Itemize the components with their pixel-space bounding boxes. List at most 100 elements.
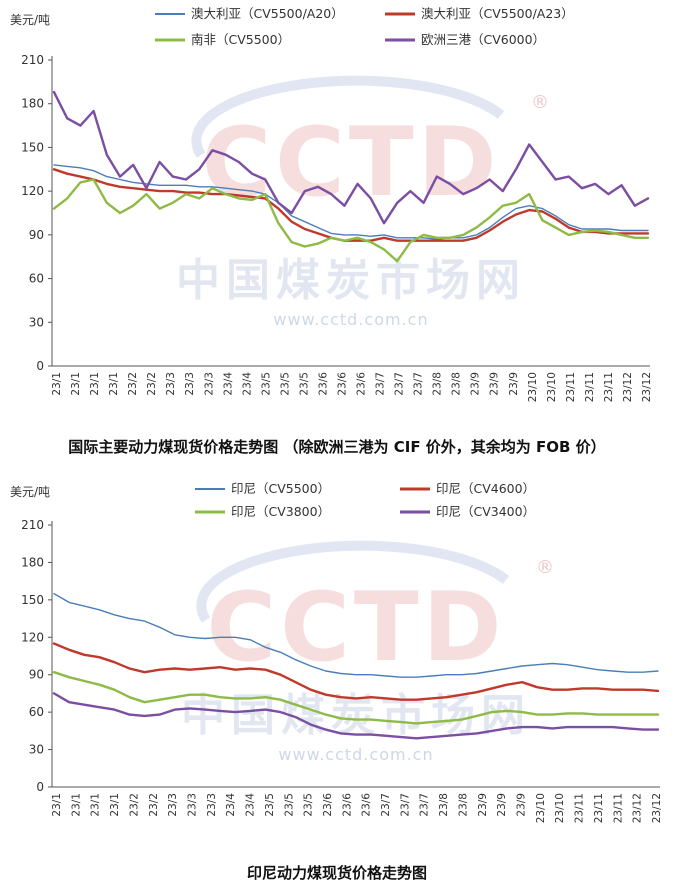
x-tick-label: 23/2 (146, 372, 158, 396)
x-tick-label: 23/1 (90, 793, 102, 817)
y-axis-unit: 美元/吨 (10, 13, 50, 27)
legend-item-1: 印尼（CV5500） (195, 481, 330, 496)
y-tick-label: 210 (21, 53, 44, 67)
y-tick-label: 180 (21, 97, 44, 111)
y-tick-label: 0 (36, 359, 44, 373)
x-tick-label: 23/11 (612, 793, 624, 823)
x-tick-label: 23/12 (632, 793, 644, 823)
x-tick-label: 23/5 (279, 372, 291, 396)
legend-item-2: 印尼（CV4600） (400, 481, 535, 496)
watermark-url: www.cctd.com.cn (273, 310, 428, 329)
chart-international: CCTD ® 中国煤炭市场网 www.cctd.com.cn 美元/吨 0 30 60 90 12… (10, 6, 653, 402)
x-tick-label: 23/5 (283, 793, 295, 817)
y-tick-label: 120 (21, 184, 44, 198)
x-tick-label: 23/4 (241, 372, 253, 396)
x-tick-label: 23/11 (603, 372, 615, 402)
series-line-3 (52, 670, 660, 725)
legend-label: 印尼（CV5500） (231, 481, 330, 496)
y-tick-label: 0 (36, 780, 44, 794)
legend-label: 印尼（CV4600） (436, 481, 535, 496)
x-tick-label: 23/7 (413, 372, 425, 396)
x-tick-label: 23/11 (565, 372, 577, 402)
legend-label: 南非（CV5500） (191, 32, 290, 47)
watermark-registered: ® (531, 92, 549, 113)
x-tick-label: 23/3 (206, 793, 218, 817)
x-tick-label: 23/1 (51, 372, 63, 396)
x-tick-label: 23/9 (477, 793, 489, 817)
series-line-3 (52, 178, 650, 263)
x-tick-label: 23/5 (303, 793, 315, 817)
y-tick-label: 90 (29, 668, 44, 682)
x-tick-label: 23/2 (148, 793, 160, 817)
y-tick-label: 30 (29, 315, 44, 329)
legend-label: 澳大利亚（CV5500/A20） (191, 6, 344, 21)
series-line-2 (52, 168, 650, 242)
y-tick-label: 150 (21, 593, 44, 607)
legend-item-4: 欧洲三港（CV6000） (385, 32, 545, 47)
legend-item-1: 澳大利亚（CV5500/A20） (155, 6, 344, 21)
legend-item-3: 印尼（CV3800） (195, 504, 330, 519)
x-tick-label: 23/5 (264, 793, 276, 817)
x-tick-label: 23/3 (165, 372, 177, 396)
series-line-4 (52, 90, 650, 225)
x-tick-label: 23/6 (322, 793, 334, 817)
series-line-2 (52, 642, 660, 701)
x-tick-label: 23/11 (574, 793, 586, 823)
chart-title-indonesia: 印尼动力煤现货价格走势图 (246, 864, 427, 882)
x-tick-label: 23/12 (622, 372, 634, 402)
x-tick-label: 23/3 (167, 793, 179, 817)
x-tick-label: 23/10 (527, 372, 539, 402)
series-line-1 (53, 592, 659, 678)
chart-title-international: 国际主要动力煤现货价格走势图 （除欧洲三港为 CIF 价外，其余均为 FOB 价… (68, 438, 606, 456)
legend-item-3: 南非（CV5500） (155, 32, 290, 47)
series-line-1 (53, 164, 649, 240)
x-tick-label: 23/4 (225, 793, 237, 817)
x-tick-label: 23/6 (361, 793, 373, 817)
x-tick-label: 23/1 (109, 793, 121, 817)
x-tick-label: 23/7 (394, 372, 406, 396)
y-tick-label: 60 (29, 272, 44, 286)
x-tick-label: 23/9 (489, 372, 501, 396)
x-tick-label: 23/6 (317, 372, 329, 396)
watermark-cn: 中国煤炭市场网 (176, 255, 526, 306)
x-tick-label: 23/2 (127, 372, 139, 396)
y-tick-label: 90 (29, 228, 44, 242)
x-tick-label: 23/6 (356, 372, 368, 396)
series-line-4 (52, 692, 660, 740)
x-tick-label: 23/10 (535, 793, 547, 823)
x-tick-label: 23/8 (438, 793, 450, 817)
y-tick-label: 60 (29, 705, 44, 719)
x-tick-label: 23/6 (341, 793, 353, 817)
x-tick-label: 23/7 (419, 793, 431, 817)
y-axis-unit: 美元/吨 (10, 485, 50, 499)
x-tick-label: 23/3 (203, 372, 215, 396)
legend-label: 澳大利亚（CV5500/A23） (421, 6, 574, 21)
legend-label: 欧洲三港（CV6000） (421, 32, 545, 47)
x-tick-label: 23/3 (186, 793, 198, 817)
watermark-brand: CCTD (206, 573, 505, 683)
x-tick-label: 23/10 (554, 793, 566, 823)
x-tick-label: 23/8 (451, 372, 463, 396)
y-tick-label: 150 (21, 140, 44, 154)
y-tick-label: 210 (21, 518, 44, 532)
x-tick-label: 23/12 (651, 793, 663, 823)
x-tick-label: 23/8 (457, 793, 469, 817)
x-tick-label: 23/11 (593, 793, 605, 823)
watermark: CCTD ® 中国煤炭市场网 www.cctd.com.cn (176, 75, 549, 329)
x-tick-label: 23/1 (108, 372, 120, 396)
y-tick-label: 120 (21, 630, 44, 644)
watermark-url: www.cctd.com.cn (278, 745, 433, 764)
x-tick-label: 23/7 (380, 793, 392, 817)
legend-label: 印尼（CV3400） (436, 504, 535, 519)
watermark-brand: CCTD (201, 108, 500, 218)
y-tick-label: 30 (29, 743, 44, 757)
x-tick-label: 23/1 (70, 372, 82, 396)
watermark-swoosh (191, 75, 505, 158)
x-tick-label: 23/9 (470, 372, 482, 396)
x-tick-label: 23/1 (89, 372, 101, 396)
x-tick-label: 23/4 (222, 372, 234, 396)
legend-item-2: 澳大利亚（CV5500/A23） (385, 6, 574, 21)
x-tick-label: 23/12 (641, 372, 653, 402)
